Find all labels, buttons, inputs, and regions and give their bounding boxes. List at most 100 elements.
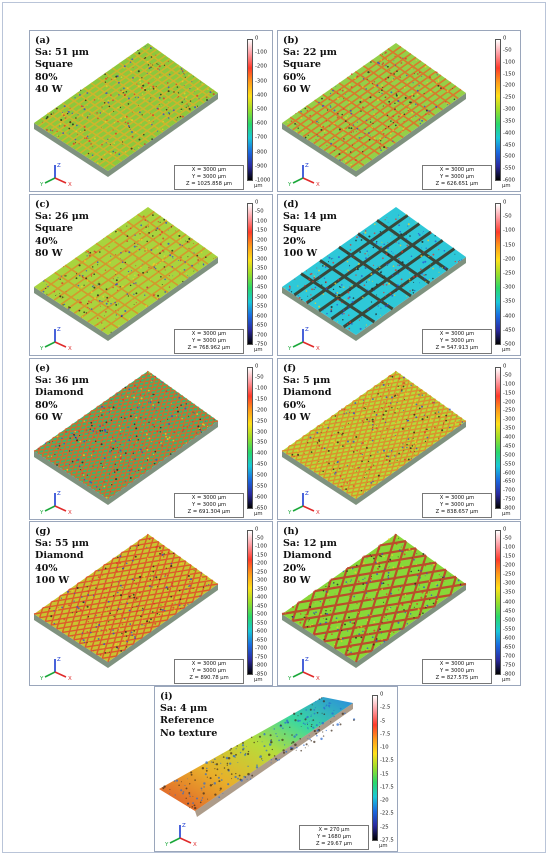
colorbar-unit-f: μm: [502, 511, 511, 517]
label-line: Square: [35, 59, 73, 71]
dimension-z: Z = 890.78 μm: [189, 675, 229, 681]
panel-c: (c) Sa: 26 μm Square 40% 80 W 0 -50 -100 -150 -20…: [29, 194, 273, 356]
label-line: Sa: 55 μm: [35, 538, 89, 550]
colorbar-tick-label: -200: [503, 82, 516, 89]
dimension-box-b: X = 3000 μm Y = 3000 μm Z = 626.651 μm: [422, 165, 492, 190]
colorbar-tick-label: -600: [503, 635, 516, 642]
colorbar-tick-label: -650: [255, 637, 268, 644]
colorbar-tick-label: -250: [503, 94, 516, 101]
colorbar-tick-label: -500: [255, 294, 268, 301]
colorbar-tick-label: -100: [255, 218, 268, 225]
dimension-box-a: X = 3000 μm Y = 3000 μm Z = 1025.858 μm: [174, 165, 244, 190]
colorbar-tick-label: -450: [255, 461, 268, 468]
label-line: 80 W: [35, 247, 63, 259]
axis-x-label: X: [316, 346, 320, 351]
colorbar-tick-label: 0: [503, 526, 507, 533]
colorbar-tick-label: -400: [255, 594, 268, 601]
colorbar-tick-label: 0: [255, 199, 259, 206]
label-line: 40%: [35, 235, 58, 247]
colorbar-tick-label: -800: [503, 505, 516, 512]
colorbar-tick-label: -500: [255, 611, 268, 618]
label-line: (b): [283, 35, 299, 46]
panel-d: (d) Sa: 14 μm Square 20% 100 W 0 -50 -100 -150 -2…: [277, 194, 521, 356]
label-line: (e): [35, 363, 51, 374]
colorbar-tick-label: -150: [503, 241, 516, 248]
surface-render-i: [159, 697, 356, 817]
colorbar-tick-label: -500: [503, 153, 516, 160]
dimension-x: X = 3000 μm: [439, 331, 475, 337]
colorbar-tick-label: 0: [380, 691, 384, 698]
colorbar-tick-label: -150: [255, 396, 268, 403]
axis-z-label: Z: [57, 163, 61, 169]
dimension-z: Z = 838.657 μm: [435, 509, 479, 515]
label-line: 80 W: [283, 574, 311, 586]
colorbar-h: [495, 530, 501, 675]
colorbar-tick-label: -600: [503, 469, 516, 476]
colorbar-tick-label: 0: [503, 363, 507, 370]
colorbar-tick-label: -350: [255, 265, 268, 272]
colorbar-tick-label: -400: [503, 312, 516, 319]
colorbar-tick-label: -450: [503, 607, 516, 614]
colorbar-tick-label: -200: [255, 560, 268, 567]
colorbar-tick-label: -500: [503, 452, 516, 459]
panel-e: (e) Sa: 36 μm Diamond 80% 60 W 0 -50 -100 -150 -2…: [29, 358, 273, 520]
label-line: Sa: 5 μm: [283, 375, 331, 387]
colorbar-tick-label: -5: [380, 717, 386, 724]
colorbar-tick-label: -200: [503, 256, 516, 263]
colorbar-tick-label: -350: [255, 439, 268, 446]
colorbar-tick-label: -700: [503, 487, 516, 494]
label-line: 100 W: [283, 247, 318, 259]
colorbar-tick-label: -7.5: [380, 731, 391, 738]
colorbar-tick-label: -200: [255, 407, 268, 414]
colorbar-tick-label: -400: [503, 598, 516, 605]
colorbar-tick-label: -350: [503, 425, 516, 432]
dimension-z: Z = 827.575 μm: [435, 675, 479, 681]
colorbar-tick-label: -900: [255, 163, 268, 170]
axis-triad-icon: Z Y X: [288, 163, 320, 187]
colorbar-tick-label: -500: [503, 616, 516, 623]
colorbar-tick-label: -12.5: [380, 757, 394, 764]
colorbar-tick-label: -50: [255, 208, 264, 215]
colorbar-tick-label: -700: [255, 331, 268, 338]
colorbar-tick-label: -350: [503, 298, 516, 305]
label-line: Diamond: [35, 550, 84, 562]
surface-render-h: [281, 533, 467, 668]
colorbar-tick-label: -1000: [255, 177, 271, 184]
colorbar-tick-label: -600: [503, 177, 516, 184]
label-line: Sa: 14 μm: [283, 211, 337, 223]
colorbar-unit-c: μm: [254, 347, 263, 353]
panel-label-h: (h) Sa: 12 μm Diamond 20% 80 W: [283, 526, 337, 587]
colorbar-tick-label: -550: [255, 620, 268, 627]
label-line: (h): [283, 526, 300, 537]
dimension-box-h: X = 3000 μm Y = 3000 μm Z = 827.575 μm: [422, 659, 492, 684]
colorbar-tick-label: -250: [255, 246, 268, 253]
colorbar-tick-label: -250: [503, 571, 516, 578]
colorbar-tick-label: -350: [503, 118, 516, 125]
dimension-box-i: X = 270 μm Y = 1680 μm Z = 29.67 μm: [299, 825, 369, 850]
colorbar-tick-label: -200: [503, 398, 516, 405]
axis-y-label: Y: [40, 182, 44, 187]
label-line: (i): [160, 691, 173, 702]
colorbar-tick-label: -650: [503, 644, 516, 651]
surface-render-e: [33, 370, 219, 505]
colorbar-tick-label: -650: [255, 505, 268, 512]
colorbar-tick-label: -750: [503, 662, 516, 669]
label-line: Sa: 51 μm: [35, 47, 89, 59]
colorbar-tick-label: 0: [503, 199, 507, 206]
colorbar-tick-label: -10: [380, 744, 389, 751]
panel-label-i: (i) Sa: 4 μm Reference No texture: [160, 691, 217, 740]
colorbar-tick-label: -15: [380, 770, 389, 777]
colorbar-tick-label: -250: [503, 407, 516, 414]
label-line: Diamond: [283, 550, 332, 562]
colorbar-tick-label: -800: [255, 662, 268, 669]
colorbar-tick-label: -600: [255, 628, 268, 635]
colorbar-tick-label: -650: [255, 322, 268, 329]
dimension-box-f: X = 3000 μm Y = 3000 μm Z = 838.657 μm: [422, 493, 492, 518]
colorbar-tick-label: -350: [503, 589, 516, 596]
colorbar-tick-label: -500: [255, 472, 268, 479]
dimension-box-g: X = 3000 μm Y = 3000 μm Z = 890.78 μm: [174, 659, 244, 684]
axis-z-label: Z: [305, 657, 309, 663]
dimension-z: Z = 626.651 μm: [435, 181, 479, 187]
colorbar-tick-label: -17.5: [380, 784, 394, 791]
colorbar-tick-label: -550: [255, 483, 268, 490]
